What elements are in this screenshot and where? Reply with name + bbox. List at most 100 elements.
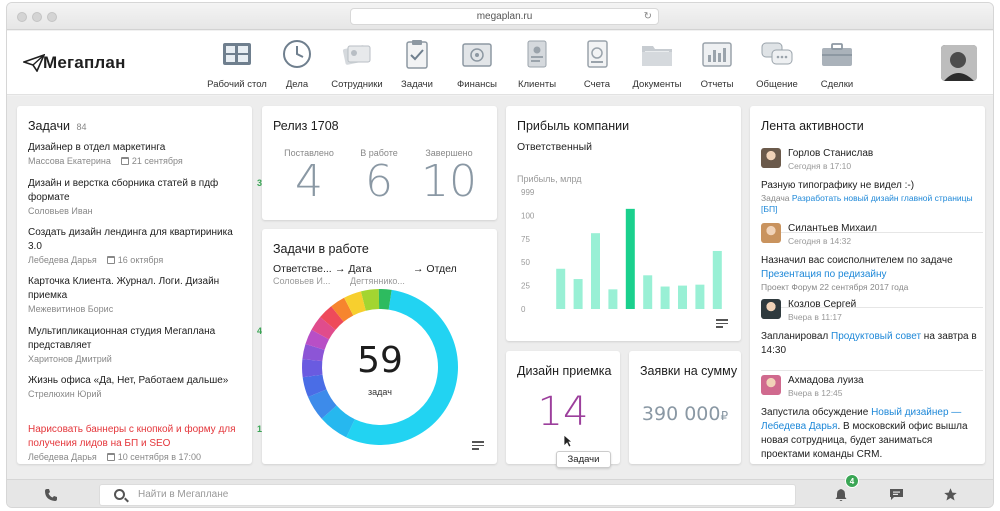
address-bar[interactable]: megaplan.ru ↻: [350, 8, 659, 25]
phone-icon[interactable]: [44, 488, 58, 502]
notifications-badge[interactable]: 4: [845, 474, 859, 488]
nav-item[interactable]: Счета: [567, 37, 627, 91]
nav-item[interactable]: Отчеты: [687, 37, 747, 91]
profit-bar[interactable]: [556, 268, 566, 309]
task-title[interactable]: Мультипликационная студия Мегаплана пред…: [28, 326, 216, 351]
donut-segment[interactable]: [308, 389, 337, 419]
feed-author[interactable]: Козлов Сергей: [788, 299, 857, 310]
donut-segment[interactable]: [344, 291, 366, 316]
reload-icon[interactable]: ↻: [643, 11, 652, 22]
design-value[interactable]: 14: [537, 389, 589, 435]
donut-segment[interactable]: [378, 289, 392, 310]
maximize-window-button[interactable]: [47, 12, 57, 22]
feed-link[interactable]: Новый дизайнер — Лебедева Дарья: [761, 407, 962, 432]
nav-item[interactable]: Дела: [267, 37, 327, 91]
task-item[interactable]: Дизайн и верстка сборника статей в пдф ф…: [28, 177, 262, 216]
profit-bar[interactable]: [625, 208, 635, 309]
profit-bar-chart[interactable]: 999 100 75 50 25 0: [516, 184, 731, 324]
search-input[interactable]: Найти в Мегаплане: [99, 484, 796, 506]
star-icon[interactable]: [943, 487, 958, 502]
task-item[interactable]: Жизнь офиса «Да, Нет, Работаем дальше» Ст…: [28, 374, 248, 399]
profit-bar[interactable]: [608, 289, 618, 309]
feed-link[interactable]: Презентация по редизайну: [761, 269, 887, 280]
feed-note-link[interactable]: Разработать новый дизайн главной страниц…: [761, 193, 973, 214]
profit-responsible[interactable]: Ответственный: [517, 141, 592, 153]
task-title[interactable]: Дизайн и верстка сборника статей в пдф ф…: [28, 178, 219, 203]
filter-date[interactable]: → Дата: [335, 263, 372, 275]
chat-icon[interactable]: [889, 488, 904, 501]
donut-segment[interactable]: [321, 405, 355, 438]
nav-item[interactable]: Документы: [627, 37, 687, 91]
profit-bar[interactable]: [643, 275, 653, 309]
activity-feed-widget[interactable]: Лента активности Горлов Станислав Сегодня…: [750, 106, 985, 464]
feed-title[interactable]: Лента активности: [761, 119, 864, 133]
task-item[interactable]: Создать дизайн лендинга для квартириника…: [28, 226, 248, 265]
design-widget[interactable]: Дизайн приемка 14: [506, 351, 620, 464]
nav-item[interactable]: Сделки: [807, 37, 867, 91]
minimize-window-button[interactable]: [32, 12, 42, 22]
task-title[interactable]: Нарисовать баннеры с кнопкой и форму для…: [28, 424, 236, 449]
task-title[interactable]: Жизнь офиса «Да, Нет, Работаем дальше»: [28, 375, 229, 386]
filter-department[interactable]: → Отдел: [413, 263, 457, 275]
profit-title[interactable]: Прибыль компании: [517, 119, 630, 133]
task-title[interactable]: Дизайнер в отдел маркетинга: [28, 142, 166, 153]
profit-bar[interactable]: [573, 279, 583, 309]
task-title[interactable]: Карточка Клиента. Журнал. Логи. Дизайн п…: [28, 276, 220, 301]
donut-segment[interactable]: [305, 329, 330, 350]
profit-bar[interactable]: [695, 284, 705, 309]
donut-segment[interactable]: [331, 297, 354, 322]
nav-item[interactable]: Общение: [747, 37, 807, 91]
release-stat-value[interactable]: 4: [295, 156, 323, 207]
task-item[interactable]: Нарисовать баннеры с кнопкой и форму для…: [28, 423, 262, 462]
user-avatar[interactable]: [941, 45, 977, 81]
donut-segment[interactable]: [302, 359, 323, 378]
nav-item[interactable]: Сотрудники: [327, 37, 387, 91]
profit-bar[interactable]: [712, 250, 722, 309]
task-title[interactable]: Создать дизайн лендинга для квартириника…: [28, 227, 233, 252]
task-item[interactable]: Карточка Клиента. Журнал. Логи. Дизайн п…: [28, 275, 248, 314]
profit-bar[interactable]: [678, 285, 687, 309]
donut-segment[interactable]: [320, 306, 344, 330]
feed-avatar[interactable]: [761, 148, 781, 168]
filter-responsible[interactable]: Ответстве...: [273, 263, 332, 275]
donut-segment[interactable]: [302, 344, 325, 362]
list-menu-icon[interactable]: [472, 441, 484, 451]
bell-icon[interactable]: [834, 488, 848, 502]
tasks-widget[interactable]: Задачи 84 Дизайнер в отдел маркетинга Мас…: [17, 106, 262, 464]
close-window-button[interactable]: [17, 12, 27, 22]
feed-author[interactable]: Ахмадова луиза: [788, 375, 864, 386]
feed-link[interactable]: Продуктовый совет: [831, 331, 922, 342]
task-item[interactable]: Дизайнер в отдел маркетинга Массова Екате…: [28, 141, 248, 166]
nav-item[interactable]: Финансы: [447, 37, 507, 91]
tasks-in-work-title[interactable]: Задачи в работе: [273, 242, 369, 256]
feed-avatar[interactable]: [761, 299, 781, 319]
donut-segment[interactable]: [302, 374, 327, 398]
profit-bar[interactable]: [591, 233, 600, 309]
release-widget[interactable]: Релиз 1708 Поставлено 4 В работе 6 Завершено…: [262, 106, 497, 220]
release-stat-value[interactable]: 6: [365, 156, 393, 207]
feed-author[interactable]: Силантьев Михаил: [788, 223, 877, 234]
feed-avatar[interactable]: [761, 223, 781, 243]
megaplan-logo[interactable]: Мегаплан: [23, 53, 143, 74]
donut-segment[interactable]: [346, 289, 459, 445]
profit-bar[interactable]: [660, 286, 670, 309]
requests-value[interactable]: 390 000₽: [629, 403, 741, 425]
donut-segment[interactable]: [360, 289, 380, 311]
release-stat-value[interactable]: 10: [421, 156, 477, 207]
profit-widget[interactable]: Прибыль компании Ответственный Прибыль, …: [506, 106, 741, 341]
design-title[interactable]: Дизайн приемка: [517, 364, 612, 378]
feed-avatar[interactable]: [761, 375, 781, 395]
feed-author[interactable]: Горлов Станислав: [788, 148, 874, 159]
donut-segment[interactable]: [311, 317, 336, 340]
list-menu-icon[interactable]: [716, 319, 728, 329]
nav-item[interactable]: Рабочий стол: [201, 37, 273, 91]
release-title[interactable]: Релиз 1708: [273, 119, 339, 133]
task-item[interactable]: Мультипликационная студия Мегаплана пред…: [28, 325, 262, 364]
nav-item[interactable]: Клиенты: [507, 37, 567, 91]
tasks-donut-chart[interactable]: [300, 287, 460, 447]
requests-title[interactable]: Заявки на сумму: [640, 364, 738, 378]
tasks-title[interactable]: Задачи 84: [28, 119, 86, 133]
requests-widget[interactable]: Заявки на сумму 390 000₽: [629, 351, 741, 464]
tasks-in-work-widget[interactable]: Задачи в работе Ответстве... Соловьев И.…: [262, 229, 497, 464]
nav-item[interactable]: Задачи: [387, 37, 447, 91]
